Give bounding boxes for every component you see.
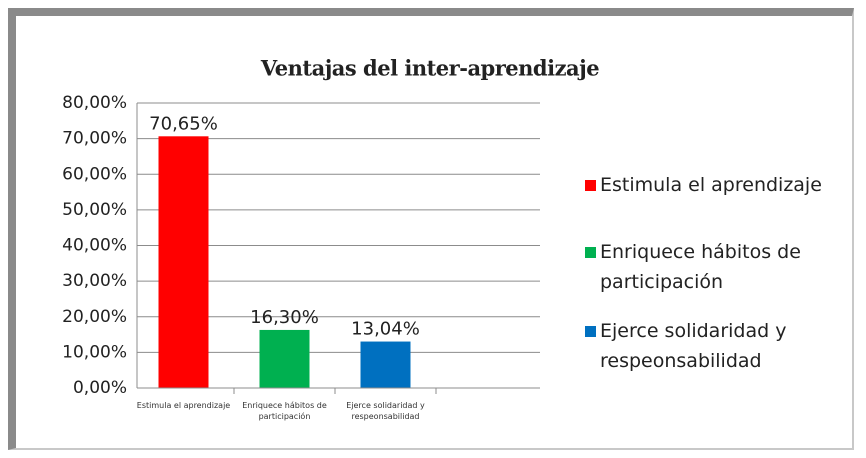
bar [158,136,209,388]
y-tick-label: 20,00% [62,307,127,327]
legend-label: Ejerce solidaridad y respeonsabilidad [600,320,787,372]
x-tick-label: Ejerce solidaridad y respeonsabilidad [346,401,425,421]
legend-label: Enriquece hábitos de participación [600,241,801,293]
y-tick-label: 50,00% [62,200,127,220]
y-tick-label: 80,00% [62,93,127,113]
x-tick-label: Estimula el aprendizaje [136,401,231,410]
x-tick-label: Enriquece hábitos de participación [242,401,327,421]
data-label: 70,65% [149,113,218,134]
legend-swatch [585,326,596,337]
chart-title: Ventajas del inter-aprendizaje [260,56,599,81]
data-label: 13,04% [351,319,420,340]
legend-swatch [585,247,596,258]
y-tick-label: 40,00% [62,236,127,256]
y-tick-label: 60,00% [62,164,127,184]
y-tick-label: 10,00% [62,342,127,362]
bar [360,341,411,388]
chart-frame [8,8,854,450]
legend-swatch [585,180,596,191]
legend-label: Estimula el aprendizaje [600,174,822,196]
y-tick-label: 30,00% [62,271,127,291]
data-label: 16,30% [250,307,319,328]
y-tick-label: 70,00% [62,129,127,149]
bar [259,329,310,388]
y-tick-label: 0,00% [73,378,127,398]
